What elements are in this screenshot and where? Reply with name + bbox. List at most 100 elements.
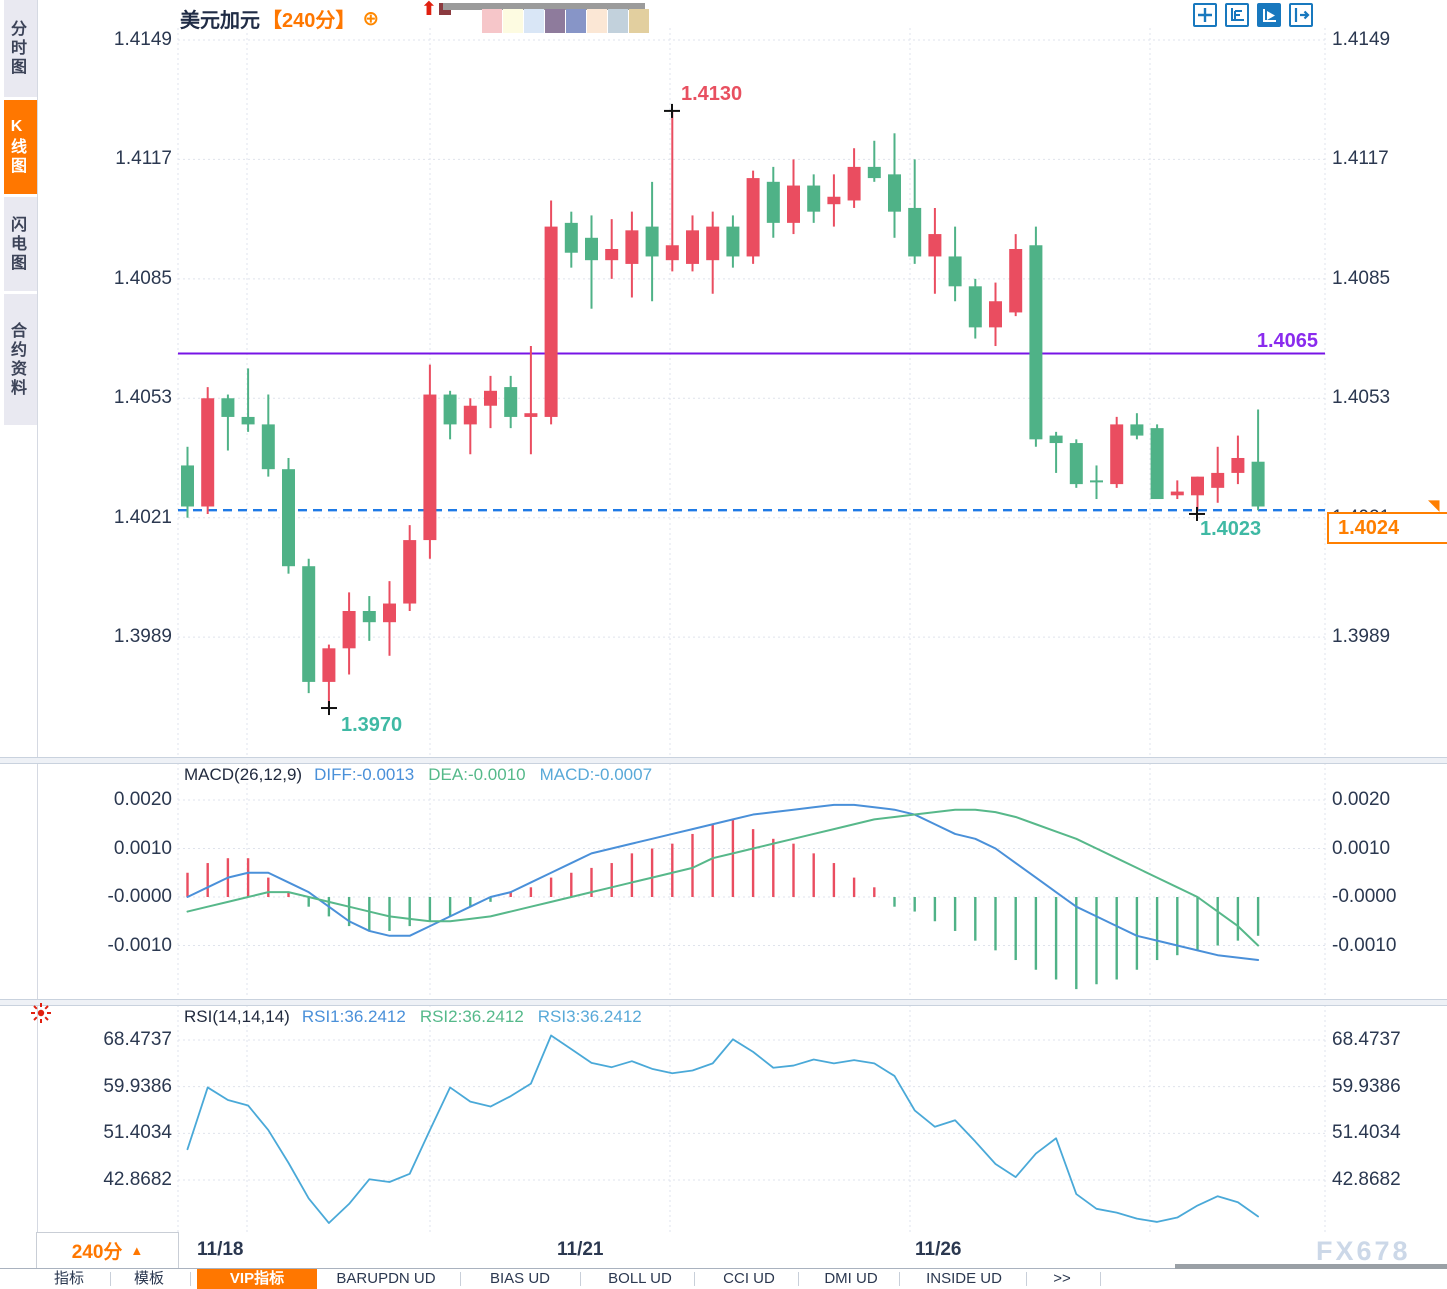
axis-tick-label: 1.3989	[1332, 626, 1391, 648]
color-swatch[interactable]	[545, 9, 565, 33]
macd-params: MACD(26,12,9)	[184, 765, 303, 784]
color-swatch[interactable]	[524, 9, 544, 33]
toolbar-drag-bar[interactable]	[443, 3, 645, 10]
tab-separator	[110, 1272, 111, 1286]
axis-tick-label: 0.0010	[113, 837, 172, 859]
axis-tick-label: 0.0010	[1332, 837, 1391, 859]
axis-tick-label: 42.8682	[1332, 1169, 1401, 1190]
axis-tick-label: 1.4149	[1332, 29, 1391, 50]
tab-separator	[460, 1272, 461, 1286]
macd-value: MACD:-0.0007	[539, 765, 653, 784]
axis-tick-label: 1.4021	[113, 506, 172, 528]
period-selector-label: 240分	[71, 1242, 123, 1263]
indicator-settings-sun-icon[interactable]	[30, 1002, 52, 1029]
period-label: 【240分】	[262, 9, 356, 32]
red-arrow-icon: ⬆	[421, 0, 437, 20]
scrollbar-thumb[interactable]	[1175, 1264, 1447, 1269]
axis-tick-label: 51.4034	[1332, 1122, 1401, 1144]
tab-separator	[190, 1272, 191, 1286]
panel-separator[interactable]	[0, 757, 1447, 764]
color-swatch[interactable]	[629, 9, 649, 33]
chart-toolbar	[1193, 3, 1321, 27]
current-price-badge: 1.4024	[1327, 512, 1447, 545]
indicator-tab-inside-ud[interactable]: INSIDE UD	[926, 1270, 1002, 1287]
macd-dea-value: DEA:-0.0010	[428, 765, 526, 784]
recent-low-annotation: 1.4023	[1200, 517, 1262, 540]
indicator-tab-boll-ud[interactable]: BOLL UD	[608, 1270, 672, 1287]
color-swatch[interactable]	[482, 9, 502, 33]
tab-separator	[798, 1272, 799, 1286]
rsi2-value: RSI2:36.2412	[419, 1007, 524, 1026]
sidebar: 分时图 K线图 闪电图 合约资料	[0, 0, 38, 1232]
color-swatch[interactable]	[503, 9, 523, 33]
axis-tick-label: 1.4053	[1332, 387, 1391, 409]
sidebar-tab-lightning-chart[interactable]: 闪电图	[4, 197, 37, 291]
chart-title: 美元加元 【240分】 ⊕	[180, 3, 379, 33]
macd-title: MACD(26,12,9) DIFF:-0.0013 DEA:-0.0010 M…	[184, 765, 652, 785]
axis-tick-label: 59.9386	[103, 1075, 172, 1097]
axis-tick-label: 42.8682	[103, 1169, 172, 1190]
macd-diff-value: DIFF:-0.0013	[314, 765, 415, 784]
axis-tick-label: -0.0000	[107, 886, 172, 907]
axis-tick-label: 1.4117	[115, 148, 172, 170]
tab-separator	[580, 1272, 581, 1286]
tab-separator	[694, 1272, 695, 1286]
period-dropdown-arrow-icon: ▲	[130, 1243, 144, 1258]
axis-tick-label: 1.4117	[1332, 148, 1389, 170]
indicator-tab-vip指标[interactable]: VIP指标	[197, 1269, 317, 1289]
color-swatch[interactable]	[587, 9, 607, 33]
axis-tick-label: 1.4085	[113, 267, 172, 289]
axis-scale-icon[interactable]	[1225, 3, 1249, 27]
axis-tick-label: -0.0010	[1332, 934, 1397, 956]
tab-separator	[1100, 1272, 1101, 1286]
indicator-tab-bar: 指标 模板 VIP指标 BARUPDN UD BIAS UD BOLL UD CCI UD D…	[0, 1264, 1447, 1289]
indicator-tab->>[interactable]: >>	[1053, 1270, 1071, 1287]
axis-tick-label: 0.0020	[113, 789, 172, 810]
x-axis-row: 240分 ▲ 11/18 11/21 11/26	[0, 1232, 1447, 1269]
period-selector[interactable]: 240分 ▲	[36, 1232, 179, 1269]
rsi-title: RSI(14,14,14) RSI1:36.2412 RSI2:36.2412 …	[184, 1007, 642, 1027]
indicator-tab-dmi-ud[interactable]: DMI UD	[824, 1270, 878, 1287]
sidebar-tab-time-chart[interactable]: 分时图	[4, 0, 37, 97]
sidebar-tab-kline-chart[interactable]: K线图	[4, 100, 37, 194]
rsi-params: RSI(14,14,14)	[184, 1007, 290, 1026]
axis-tick-label: 1.4149	[113, 29, 172, 50]
crosshair-icon[interactable]	[1193, 3, 1217, 27]
indicator-tab-模板[interactable]: 模板	[133, 1270, 164, 1287]
color-swatch[interactable]	[566, 9, 586, 33]
indicator-tab-指标[interactable]: 指标	[53, 1270, 84, 1287]
axis-tick-label: 68.4737	[1332, 1029, 1401, 1050]
price-up-arrow-icon: ◥	[1428, 497, 1440, 515]
axis-tick-label: -0.0000	[1332, 886, 1397, 907]
resistance-price-label: 1.4065	[1256, 330, 1318, 353]
indicator-tab-barupdn-ud[interactable]: BARUPDN UD	[336, 1270, 436, 1287]
tab-separator	[1026, 1272, 1027, 1286]
axis-tick-label: 1.4053	[113, 387, 172, 409]
color-swatch[interactable]	[608, 9, 628, 33]
play-icon[interactable]	[1257, 3, 1281, 27]
axis-tick-label: -0.0010	[107, 934, 172, 956]
tab-separator	[899, 1272, 900, 1286]
date-label: 11/26	[915, 1239, 962, 1260]
axis-tick-label: 1.3989	[113, 626, 172, 648]
watermark: FX678	[1316, 1236, 1411, 1266]
date-label: 11/21	[557, 1239, 604, 1260]
tabbar-border	[0, 1268, 1190, 1269]
symbol-name: 美元加元	[180, 9, 260, 32]
rsi3-value: RSI3:36.2412	[537, 1007, 642, 1026]
indicator-tab-cci-ud[interactable]: CCI UD	[723, 1270, 775, 1287]
add-overlay-icon[interactable]: ⊕	[362, 7, 380, 30]
axis-tick-label: 51.4034	[103, 1122, 172, 1144]
date-label: 11/18	[197, 1239, 244, 1260]
low-price-annotation: 1.3970	[341, 714, 403, 737]
pan-right-icon[interactable]	[1289, 3, 1313, 27]
indicator-tab-bias-ud[interactable]: BIAS UD	[489, 1270, 550, 1287]
axis-tick-label: 59.9386	[1332, 1075, 1401, 1097]
sidebar-tab-contract-info[interactable]: 合约资料	[4, 294, 37, 425]
high-price-annotation: 1.4130	[681, 82, 743, 105]
axis-tick-label: 68.4737	[103, 1029, 172, 1050]
axis-tick-label: 1.4085	[1332, 267, 1391, 289]
panel-separator[interactable]	[0, 999, 1447, 1006]
